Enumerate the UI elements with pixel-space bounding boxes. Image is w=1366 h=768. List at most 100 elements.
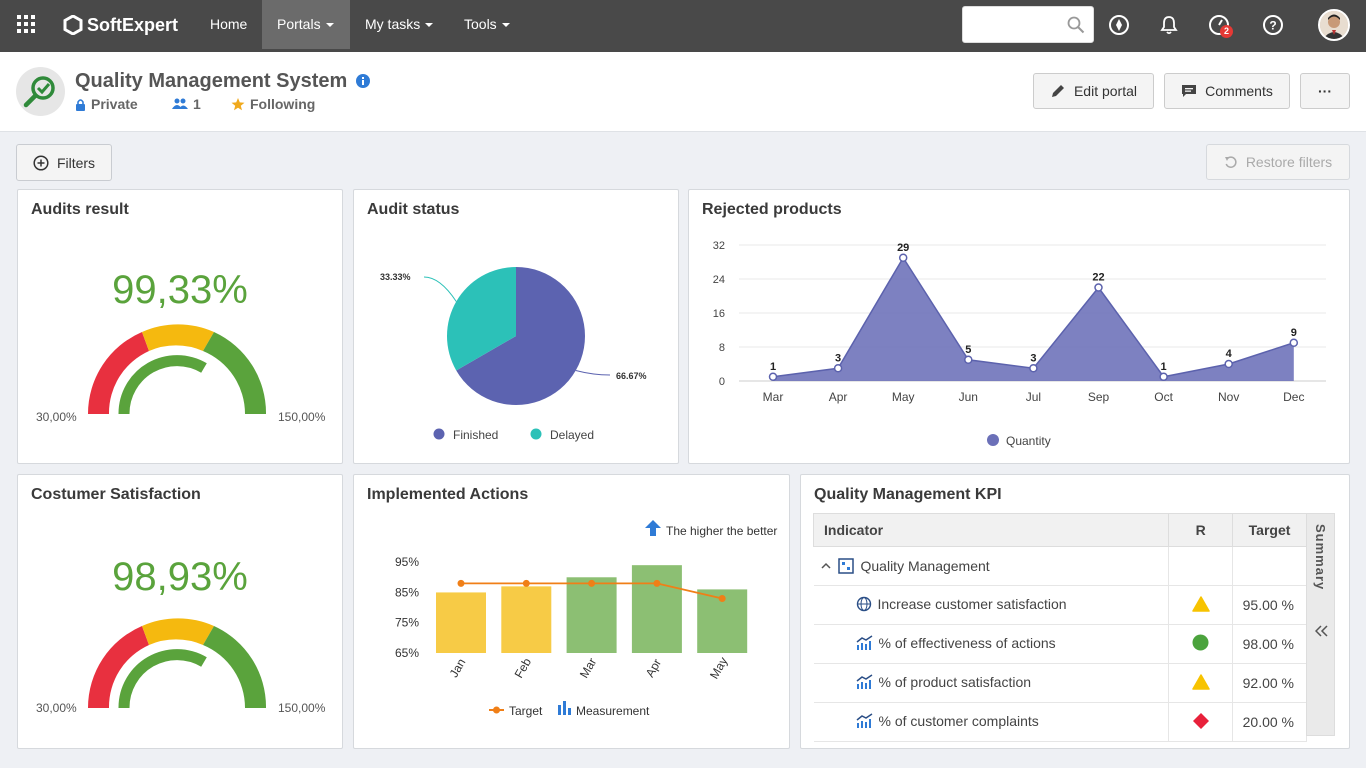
- compass-icon[interactable]: [1108, 14, 1130, 36]
- table-row[interactable]: % of customer complaints 20.00 %: [813, 702, 1307, 742]
- kpi-widget: Quality Management KPI Indicator R Targe…: [800, 474, 1350, 749]
- edit-portal-button[interactable]: Edit portal: [1033, 73, 1154, 109]
- users-icon: [172, 98, 188, 109]
- apps-grid-icon[interactable]: [17, 15, 35, 33]
- legend-label: Finished: [453, 428, 498, 442]
- y-tick-label: 95%: [395, 555, 419, 569]
- brand-name: SoftExpert: [87, 14, 179, 35]
- indicator-label: % of customer complaints: [878, 712, 1039, 729]
- audit-status-pie-chart: 66.67% 33.33% Finished Delayed: [380, 267, 647, 442]
- bar: [631, 565, 682, 653]
- nav-my-tasks[interactable]: My tasks: [350, 0, 448, 49]
- target-cell: [1232, 546, 1307, 586]
- rejected-products-area-chart: 0 8 16 24 32 1 Mar 3 Apr 29 May 5 Jun 3 Jul 22 Sep 1 Oct 4 N…: [713, 240, 1326, 448]
- nav-home[interactable]: Home: [195, 0, 262, 49]
- nav-my-tasks-label: My tasks: [365, 16, 421, 32]
- table-row[interactable]: % of effectiveness of actions 98.00 %: [813, 624, 1307, 664]
- avatar[interactable]: [1318, 9, 1350, 41]
- notification-badge: 2: [1220, 25, 1233, 38]
- data-point: [833, 364, 843, 373]
- scorecard-icon: [837, 557, 854, 574]
- bell-icon[interactable]: [1158, 14, 1180, 36]
- x-tick-label: Jan: [447, 656, 469, 680]
- data-point: [964, 355, 973, 364]
- kpi-table: Indicator R Target Quality Management: [812, 513, 1307, 742]
- x-tick-label: Jul: [1026, 390, 1041, 404]
- comments-button[interactable]: Comments: [1164, 73, 1290, 109]
- plus-circle-icon: [33, 154, 49, 171]
- data-label: 22: [1092, 272, 1104, 284]
- nav-tools[interactable]: Tools: [449, 0, 525, 49]
- pie-slice: [447, 267, 516, 371]
- x-tick-label: Nov: [1218, 390, 1239, 404]
- chevron-up-icon[interactable]: [820, 560, 832, 572]
- info-icon[interactable]: [356, 74, 370, 88]
- r-header[interactable]: R: [1168, 513, 1234, 547]
- y-tick-label: 24: [713, 274, 725, 286]
- target-point: [588, 579, 596, 587]
- members-count[interactable]: 1: [172, 96, 201, 112]
- implemented-actions-bar-chart: 65% 75% 85% 95% Jan Feb Mar Apr May Target Measure…: [395, 555, 748, 718]
- status-cell: [1168, 546, 1234, 586]
- more-options-button[interactable]: ···: [1300, 73, 1350, 109]
- legend-label: Measurement: [576, 704, 650, 718]
- customer-satisfaction-widget: Costumer Satisfaction 98,93% 30,00% 150,…: [17, 474, 343, 749]
- indicator-header[interactable]: Indicator: [812, 513, 1170, 547]
- nav-portals-label: Portals: [277, 16, 321, 32]
- legend-marker: [493, 706, 500, 714]
- indicator-label: % of product satisfaction: [878, 673, 1032, 690]
- chevron-down-icon: [501, 23, 510, 28]
- table-row[interactable]: Quality Management: [813, 546, 1307, 586]
- portal-header: Quality Management System Private 1 Foll…: [0, 52, 1366, 132]
- red-diamond-icon: [1192, 712, 1209, 729]
- brand-logo[interactable]: SoftExpert: [63, 13, 178, 37]
- indicator-cell: % of product satisfaction: [813, 663, 1170, 703]
- group-cell: Quality Management: [813, 546, 1170, 586]
- widget-title: Audits result: [31, 201, 129, 218]
- search-icon[interactable]: [1067, 16, 1085, 34]
- user-photo-icon: [1320, 11, 1348, 39]
- target-cell: 98.00 %: [1232, 624, 1307, 664]
- filters-button[interactable]: Filters: [16, 144, 112, 181]
- summary-panel-tab[interactable]: Summary: [1306, 513, 1335, 736]
- y-tick-label: 0: [719, 376, 725, 388]
- y-tick-label: 85%: [395, 585, 419, 599]
- pie-label-connector: [423, 276, 457, 302]
- following-status[interactable]: Following: [231, 96, 315, 112]
- nav-home-label: Home: [210, 16, 248, 32]
- restore-filters-button[interactable]: Restore filters: [1206, 144, 1350, 180]
- gauge-min-label: 30,00%: [36, 410, 77, 424]
- table-row[interactable]: % of product satisfaction 92.00 %: [813, 663, 1307, 703]
- legend-label: Target: [509, 704, 543, 718]
- indicator-label: Increase customer satisfaction: [877, 595, 1067, 612]
- legend-marker: [558, 705, 561, 715]
- nav-portals[interactable]: Portals: [262, 0, 350, 49]
- bar: [501, 586, 552, 653]
- lock-icon: [76, 98, 85, 111]
- search-input[interactable]: [963, 7, 1063, 42]
- data-label: 5: [965, 344, 971, 356]
- data-label: 29: [897, 242, 909, 254]
- y-tick-label: 75%: [395, 616, 419, 630]
- search-box: [962, 6, 1094, 43]
- data-label: 1: [770, 361, 776, 373]
- privacy-label: Private: [91, 96, 138, 112]
- data-point: [1094, 283, 1103, 292]
- x-tick-label: Mar: [763, 390, 784, 404]
- audits-gauge: [87, 324, 267, 415]
- y-tick-label: 16: [713, 308, 725, 320]
- legend-marker: [568, 708, 571, 715]
- data-label: 1: [1161, 361, 1167, 373]
- table-row[interactable]: Increase customer satisfaction 95.00 %: [813, 585, 1307, 625]
- data-point: [1029, 364, 1038, 373]
- filters-label: Filters: [56, 154, 96, 171]
- edit-portal-label: Edit portal: [1073, 83, 1138, 99]
- gauge-band-red: [87, 332, 149, 414]
- legend-marker: [530, 428, 542, 440]
- help-icon[interactable]: ?: [1262, 14, 1284, 36]
- indicator-label: % of effectiveness of actions: [878, 634, 1056, 651]
- target-header[interactable]: Target: [1232, 513, 1307, 547]
- double-chevron-left-icon[interactable]: [1315, 625, 1328, 637]
- target-cell: 95.00 %: [1232, 585, 1307, 625]
- legend-label: Delayed: [550, 428, 594, 442]
